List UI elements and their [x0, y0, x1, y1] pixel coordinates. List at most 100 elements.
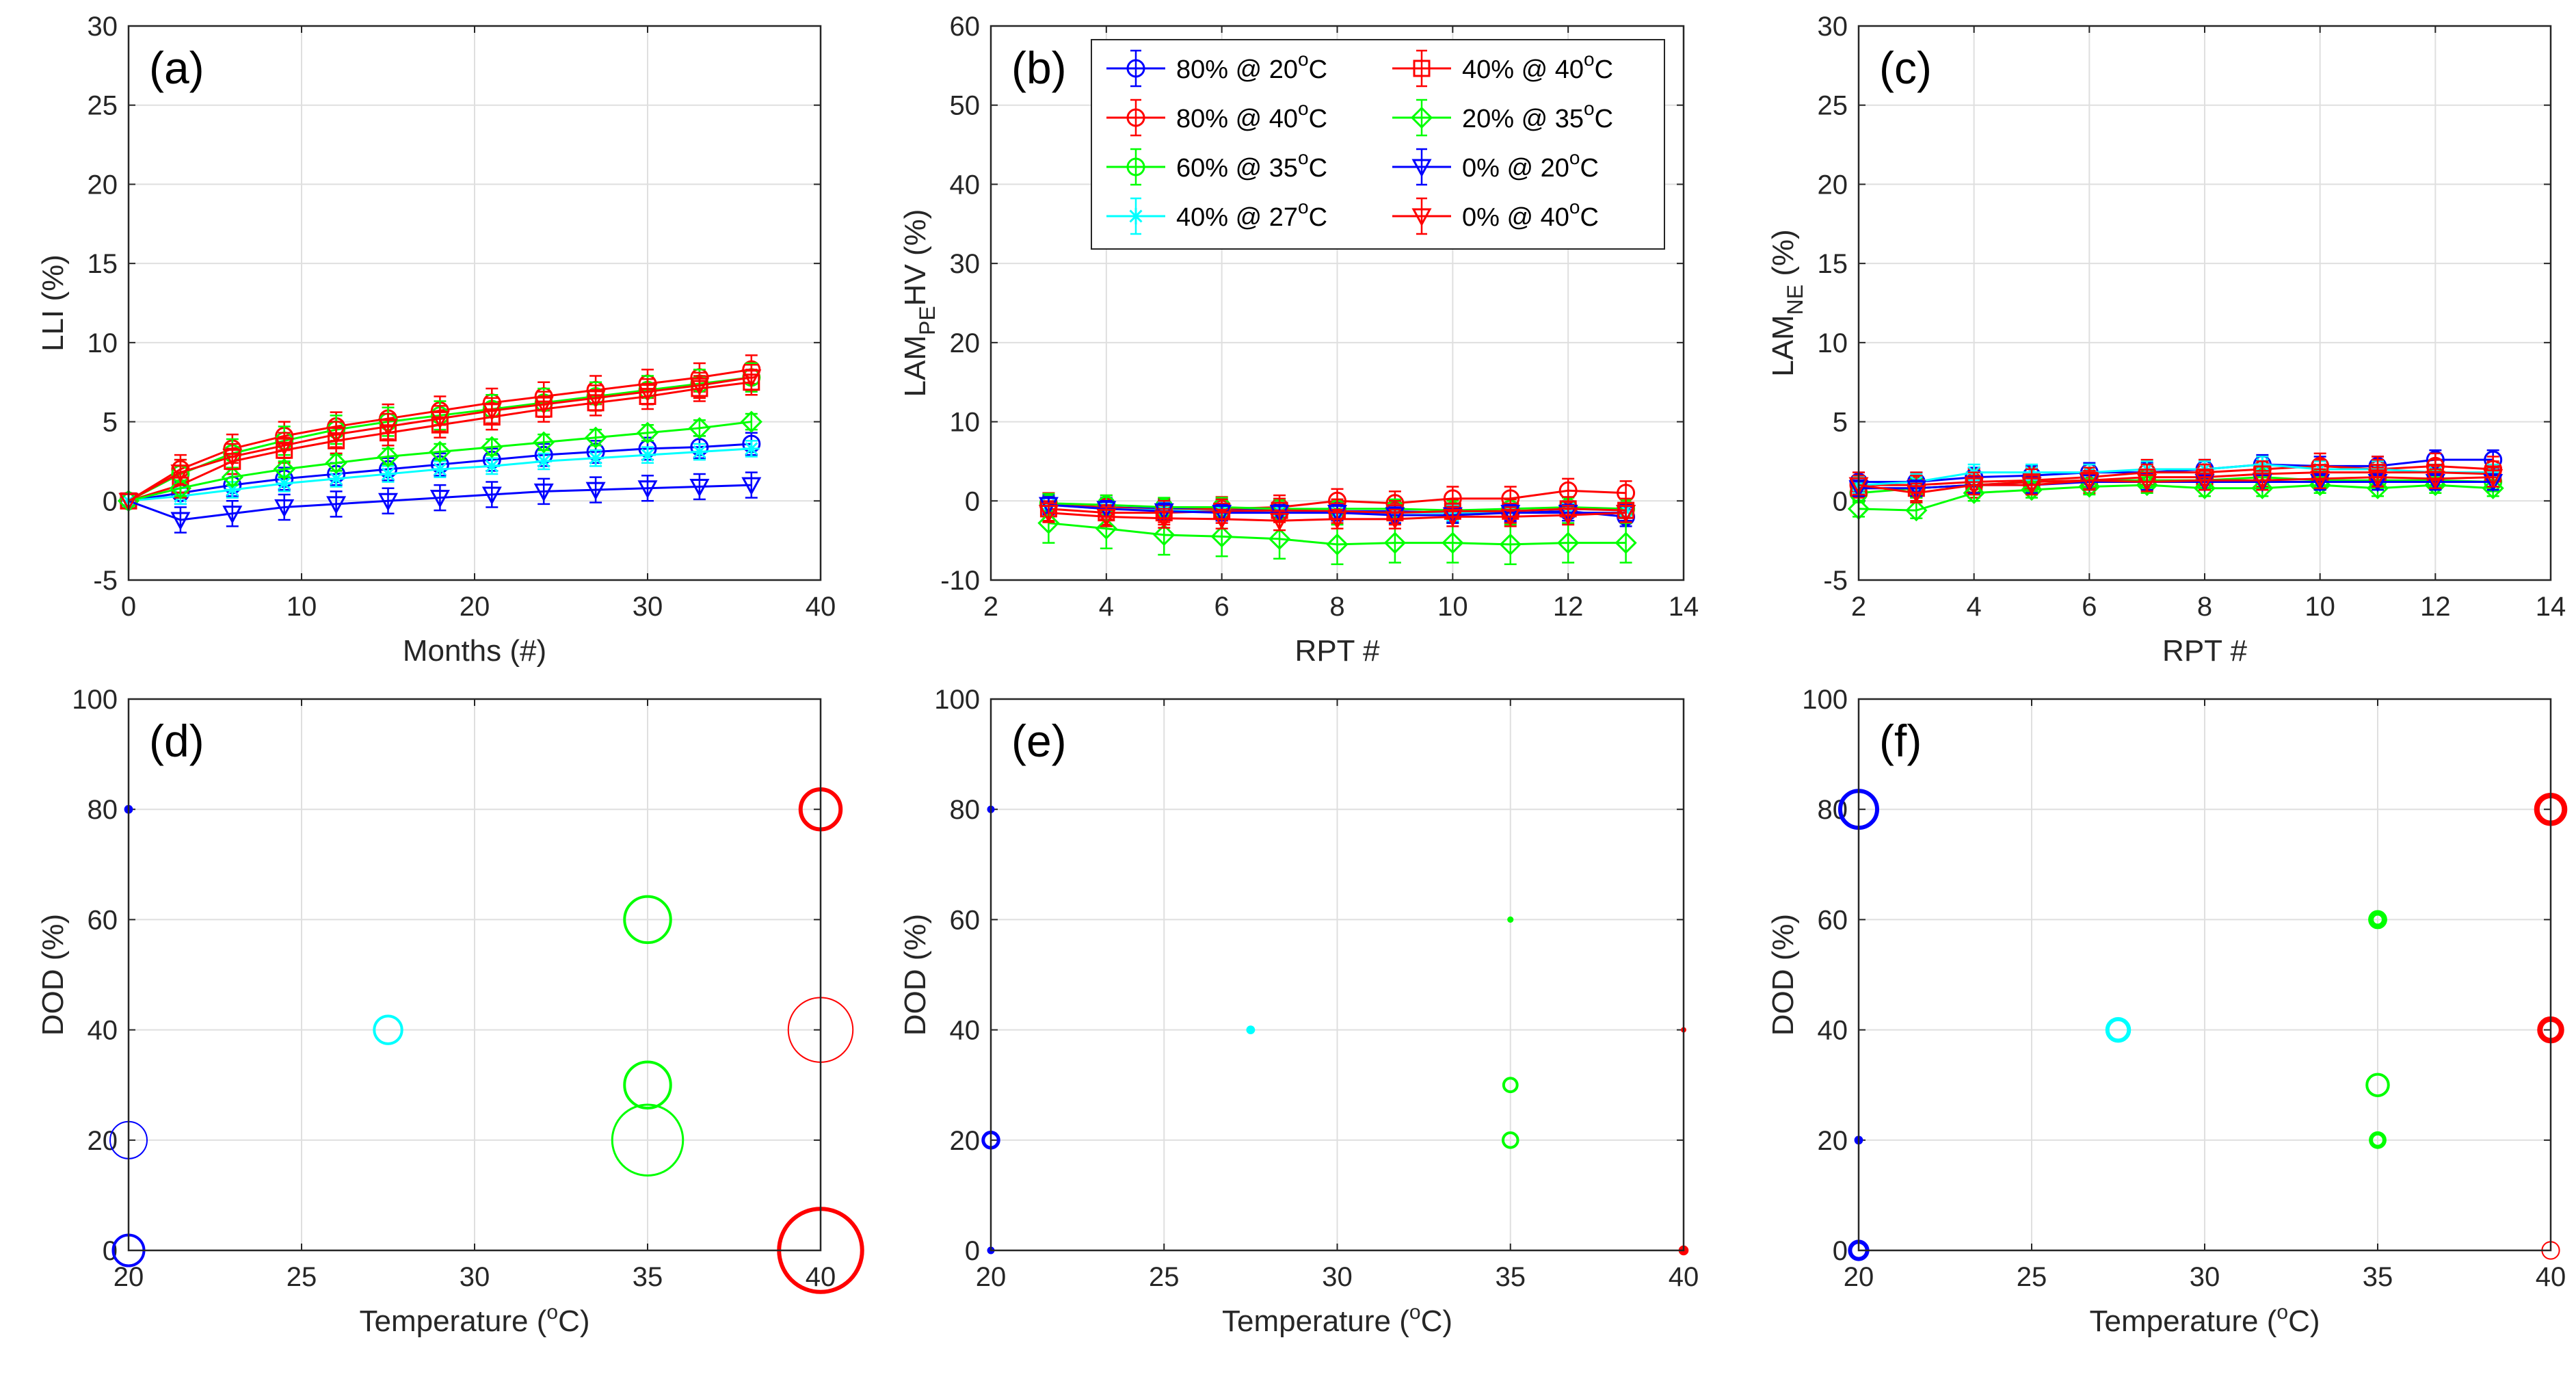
x-tick-label: 12	[2420, 592, 2451, 622]
y-tick-label: 30	[950, 249, 981, 279]
y-tick-label: 60	[88, 905, 118, 935]
legend-label: 0% @ 20oC	[1462, 147, 1599, 183]
series	[118, 364, 762, 512]
data-point	[1385, 511, 1405, 530]
data-point	[1327, 511, 1348, 530]
bubble	[2105, 1016, 2132, 1043]
x-tick-label: 8	[1329, 592, 1344, 622]
x-axis-label: Temperature (oC)	[2089, 1301, 2320, 1338]
data-point	[1500, 508, 1521, 527]
data-point	[1558, 507, 1578, 526]
x-tick-label: 10	[287, 592, 317, 622]
data-point	[2483, 469, 2504, 488]
panel-c: 2 4 6 8 10 12 14 -5 0 5 10 15 20 25 30 (c) RPT # LAMNE (%…	[1766, 12, 2566, 668]
data-point	[1500, 505, 1521, 523]
bubble	[1246, 1025, 1256, 1034]
legend-item: 40% @ 27oC	[1106, 196, 1327, 235]
data-point	[377, 492, 399, 512]
panel-label: (d)	[149, 715, 204, 766]
data-point	[1557, 531, 1580, 554]
data-point	[2366, 477, 2389, 499]
legend-marker	[1413, 60, 1431, 77]
axes-box	[127, 25, 822, 581]
x-tick-label: 25	[2017, 1262, 2047, 1292]
data-point	[274, 437, 295, 456]
y-tick-label: 0	[1833, 486, 1848, 516]
series	[1038, 502, 1636, 531]
data-point	[2021, 477, 2042, 496]
data-point	[1268, 527, 1291, 550]
legend-marker	[1410, 106, 1433, 129]
y-axis-label: LLI (%)	[36, 254, 70, 352]
y-tick-label: 60	[1818, 905, 1848, 935]
error-bar	[486, 438, 499, 456]
x-tick-label: 14	[1669, 592, 1699, 622]
y-axis-label: LAMNE (%)	[1766, 229, 1807, 377]
data-point	[2251, 477, 2274, 499]
y-tick-label: 15	[88, 249, 118, 279]
data-point	[584, 426, 607, 449]
x-tick-label: 0	[121, 592, 136, 622]
data-point	[1037, 512, 1060, 534]
y-tick-label: 100	[934, 685, 980, 715]
data-point	[1210, 525, 1233, 548]
data-point	[326, 496, 347, 515]
series	[120, 440, 760, 510]
data-point	[1269, 512, 1290, 531]
legend-errorbar	[1416, 148, 1427, 186]
y-tick-label: 5	[103, 408, 118, 438]
series-line	[1858, 476, 2493, 495]
bubble	[2369, 1131, 2387, 1149]
x-tick-label: 4	[1967, 592, 1982, 622]
y-tick-label: 5	[1833, 408, 1848, 438]
data-point	[587, 449, 605, 467]
data-point	[1326, 533, 1349, 556]
bubble	[1502, 1077, 1519, 1094]
y-tick-label: 60	[950, 905, 981, 935]
x-tick-label: 6	[1214, 592, 1230, 622]
axes-box	[1857, 25, 2552, 581]
y-tick-label: 0	[1833, 1236, 1848, 1266]
x-tick-label: 8	[2197, 592, 2212, 622]
x-tick-label: 35	[633, 1262, 663, 1292]
legend-marker	[1411, 208, 1432, 227]
legend-errorbar	[1416, 197, 1427, 235]
x-tick-label: 14	[2536, 592, 2566, 622]
x-tick-label: 20	[1844, 1262, 1874, 1292]
data-point	[429, 410, 450, 430]
data-point	[1153, 523, 1176, 547]
bubble	[623, 1060, 672, 1109]
bubble	[623, 895, 672, 945]
data-point	[481, 436, 503, 458]
x-tick-label: 35	[1496, 1262, 1526, 1292]
x-tick-label: 25	[1149, 1262, 1180, 1292]
legend-errorbar	[1416, 98, 1427, 137]
data-point	[377, 445, 399, 468]
legend-label: 60% @ 35oC	[1176, 147, 1327, 183]
y-axis-label: DOD (%)	[36, 914, 70, 1036]
y-tick-label: 25	[1818, 91, 1848, 121]
data-point	[222, 505, 243, 524]
y-tick-label: 60	[950, 12, 981, 42]
data-point	[481, 402, 502, 421]
panel-label: (a)	[149, 42, 204, 93]
x-tick-label: 40	[1669, 1262, 1699, 1292]
x-tick-label: 40	[2536, 1262, 2566, 1292]
legend-item: 60% @ 35oC	[1106, 147, 1327, 186]
data-point	[1154, 510, 1174, 529]
y-tick-label: 0	[965, 486, 980, 516]
bubble	[2368, 910, 2387, 930]
y-tick-label: 10	[1818, 328, 1848, 358]
y-tick-label: 80	[950, 795, 981, 825]
data-point	[741, 477, 762, 496]
data-point	[1906, 480, 1926, 499]
data-point	[533, 431, 555, 454]
data-point	[274, 499, 295, 518]
x-axis-label: RPT #	[2162, 634, 2247, 668]
x-tick-label: 35	[2363, 1262, 2393, 1292]
y-tick-label: 10	[950, 408, 981, 438]
panel-label: (f)	[1879, 715, 1922, 766]
axes-box	[990, 25, 1685, 581]
x-tick-label: 30	[633, 592, 663, 622]
